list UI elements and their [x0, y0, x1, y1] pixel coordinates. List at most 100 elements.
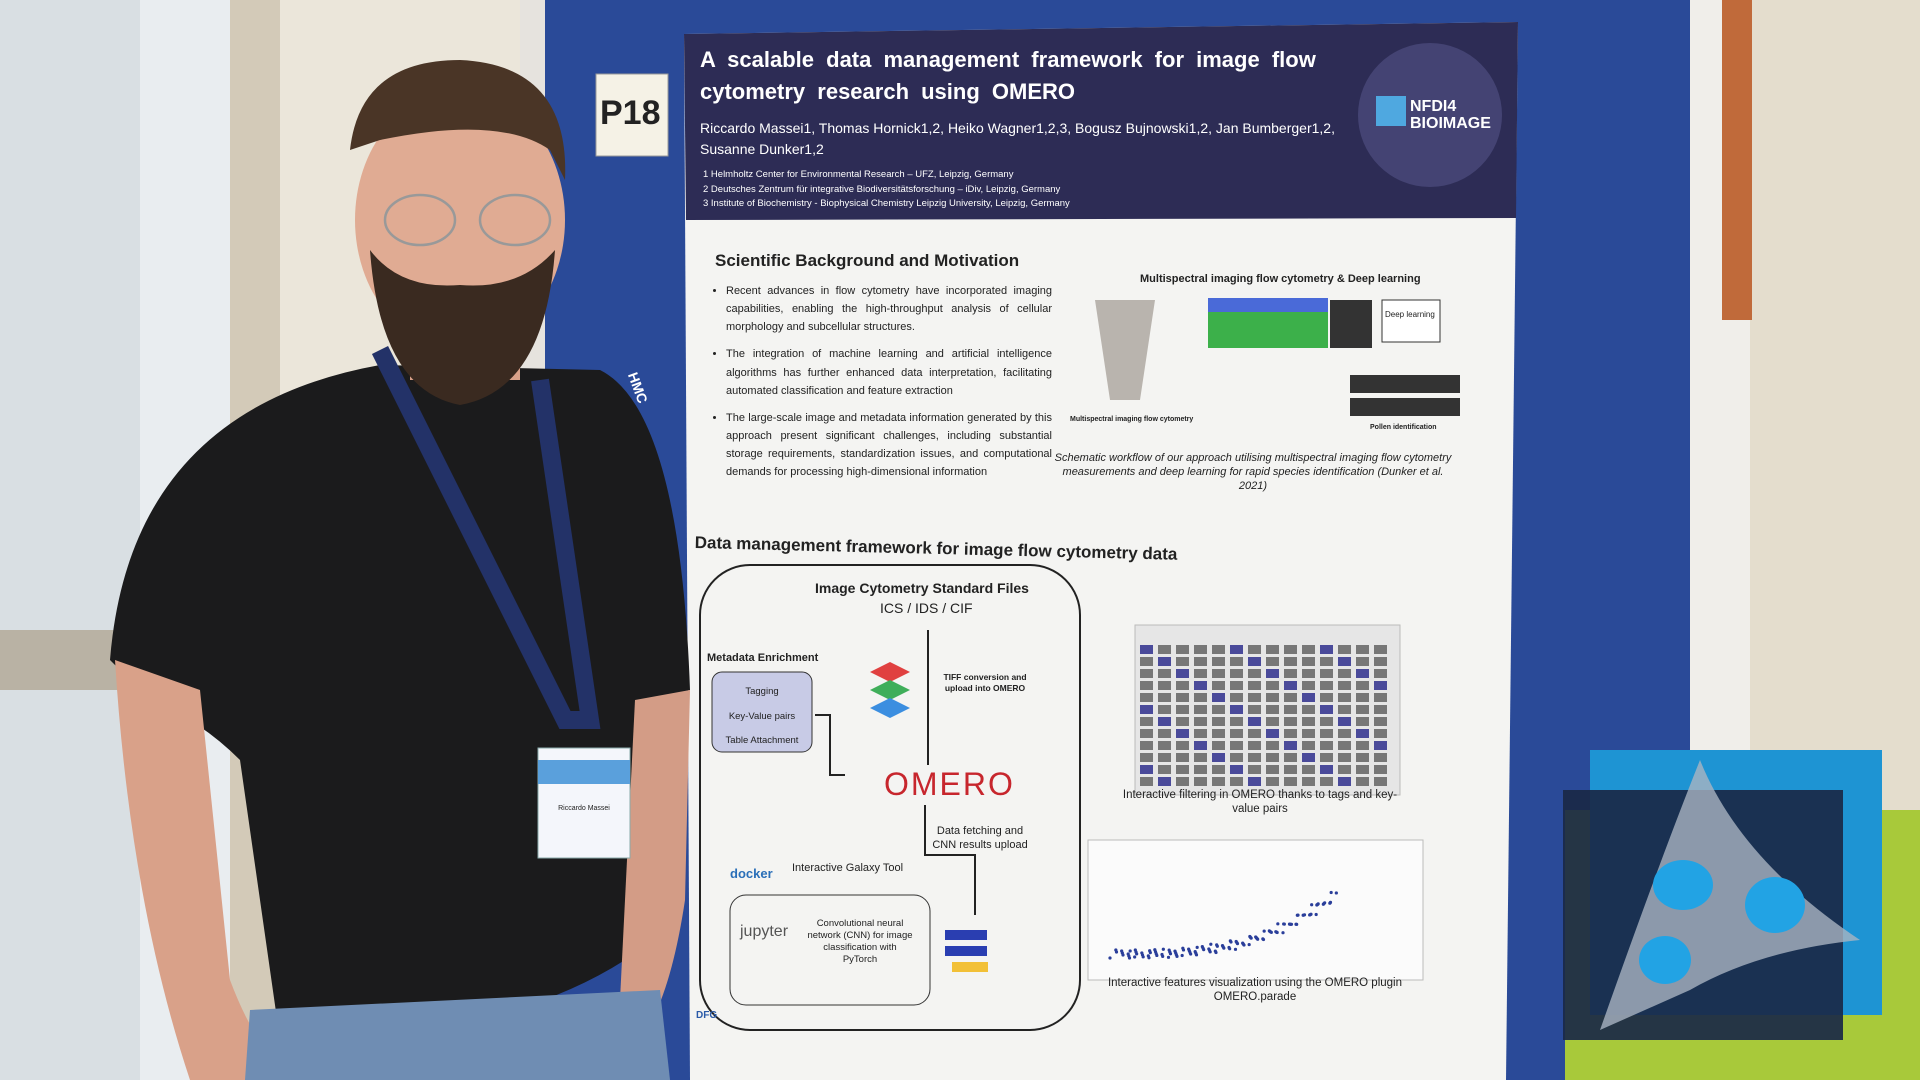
thumbnail — [1140, 729, 1153, 738]
plot-dot — [1233, 947, 1238, 951]
laptop — [1381, 299, 1441, 343]
thumbnail — [1212, 705, 1225, 714]
arrow — [924, 805, 976, 915]
thumbnail — [1320, 777, 1333, 786]
right-arm — [620, 690, 690, 1040]
plot-dot — [1314, 912, 1318, 917]
thumbnail — [1212, 717, 1225, 726]
plot-dot — [1108, 956, 1112, 960]
plot-dot — [1189, 952, 1193, 956]
thumbnail — [1374, 717, 1387, 726]
plot-dot — [1161, 947, 1165, 951]
thumbnail — [1158, 765, 1171, 774]
thumbnail — [1302, 765, 1315, 774]
plot-dot — [1175, 954, 1179, 958]
logo-icon — [1376, 96, 1406, 126]
galaxy-icon — [945, 946, 987, 956]
spectrum-strip — [1208, 298, 1328, 312]
thumbnail — [1320, 741, 1333, 750]
thumbnail — [1302, 753, 1315, 762]
plot-dot — [1228, 947, 1232, 951]
thumbnail — [1266, 669, 1279, 678]
fetch-note: Data fetching and CNN results upload — [932, 825, 1028, 851]
thumbnail — [1356, 705, 1369, 714]
thumbnail — [1302, 741, 1315, 750]
thumbnail — [1140, 741, 1153, 750]
plot-dot — [1209, 942, 1213, 946]
plot-dot — [1328, 900, 1333, 904]
thumbnail — [1230, 753, 1243, 762]
plot-dot — [1309, 912, 1313, 916]
thumbnail — [1248, 705, 1261, 714]
thumbnail — [1176, 753, 1189, 762]
logo-circle — [1358, 43, 1502, 187]
thumbnail — [1248, 657, 1261, 666]
files-title: Image Cytometry Standard Files — [815, 580, 1029, 596]
docker-logo: docker — [730, 866, 773, 881]
thumbnail — [1176, 717, 1189, 726]
glasses — [383, 193, 457, 247]
thumbnail — [1284, 645, 1297, 654]
plot-dot — [1166, 955, 1171, 959]
beard — [370, 250, 555, 405]
thumbnail — [1158, 693, 1171, 702]
thumbnail — [1140, 657, 1153, 666]
thumbnail — [1284, 765, 1297, 774]
thumbnail — [1176, 777, 1189, 786]
poster-authors: Riccardo Massei1, Thomas Hornick1,2, Hei… — [700, 120, 1335, 157]
thumbnail — [1284, 717, 1297, 726]
plot-dot — [1215, 944, 1219, 948]
thumbnail — [1158, 669, 1171, 678]
thumbnail — [1266, 729, 1279, 738]
figure-title: Multispectral imaging flow cytometry & D… — [1140, 273, 1421, 285]
thumbnail — [1266, 777, 1279, 786]
thumbnail — [1158, 657, 1171, 666]
thumbnail — [1338, 681, 1351, 690]
bullet-list: Recent advances in flow cytometry have i… — [708, 282, 1052, 490]
plot-dot — [1249, 936, 1253, 940]
plot-dot — [1133, 955, 1137, 959]
thumbnail — [1158, 729, 1171, 738]
logo-nucleus — [1745, 877, 1805, 933]
plot-dot — [1256, 937, 1260, 941]
thumbnail — [1176, 729, 1189, 738]
plot-dot — [1289, 922, 1294, 926]
arrow — [815, 714, 845, 776]
funder-logo: DFG — [696, 1010, 718, 1021]
thumbnail — [1374, 753, 1387, 762]
plot-dot — [1229, 940, 1233, 944]
plot-dot — [1214, 950, 1218, 955]
plot-dot — [1147, 956, 1151, 960]
thumbnail — [1248, 741, 1261, 750]
figure-label: Multispectral imaging flow cytometry — [1070, 416, 1194, 423]
stack-icon — [870, 698, 910, 718]
thumbnail — [1230, 645, 1243, 654]
thumbnail — [1338, 741, 1351, 750]
thumbnail — [1230, 705, 1243, 714]
thumbnail — [1284, 741, 1297, 750]
plot-dot — [1168, 952, 1173, 956]
thumbnail — [1158, 741, 1171, 750]
thumbnail — [1194, 705, 1207, 714]
scatter-plot — [1108, 890, 1338, 960]
files-formats: ICS / IDS / CIF — [880, 600, 973, 616]
thumbnail — [1248, 777, 1261, 786]
thumbnail — [1356, 657, 1369, 666]
thumbnail — [1194, 657, 1207, 666]
thumbnail — [1338, 765, 1351, 774]
bullet: The integration of machine learning and … — [726, 345, 1052, 399]
plot-dot — [1114, 950, 1119, 954]
plot-dot — [1180, 953, 1184, 958]
thumbnail — [1194, 681, 1207, 690]
thumbnail — [1338, 645, 1351, 654]
thumbnail — [1320, 753, 1333, 762]
metadata-items: Tagging Key-Value pairs Table Attachment — [712, 680, 812, 754]
galaxy-icon — [952, 962, 988, 972]
thumbnail — [1140, 681, 1153, 690]
thumbnail — [1284, 777, 1297, 786]
thumbnail — [1356, 765, 1369, 774]
glasses — [478, 193, 552, 247]
metadata-item: Tagging — [745, 686, 779, 697]
thumbnail — [1158, 753, 1171, 762]
figure-label: Deep learning — [1385, 310, 1435, 319]
